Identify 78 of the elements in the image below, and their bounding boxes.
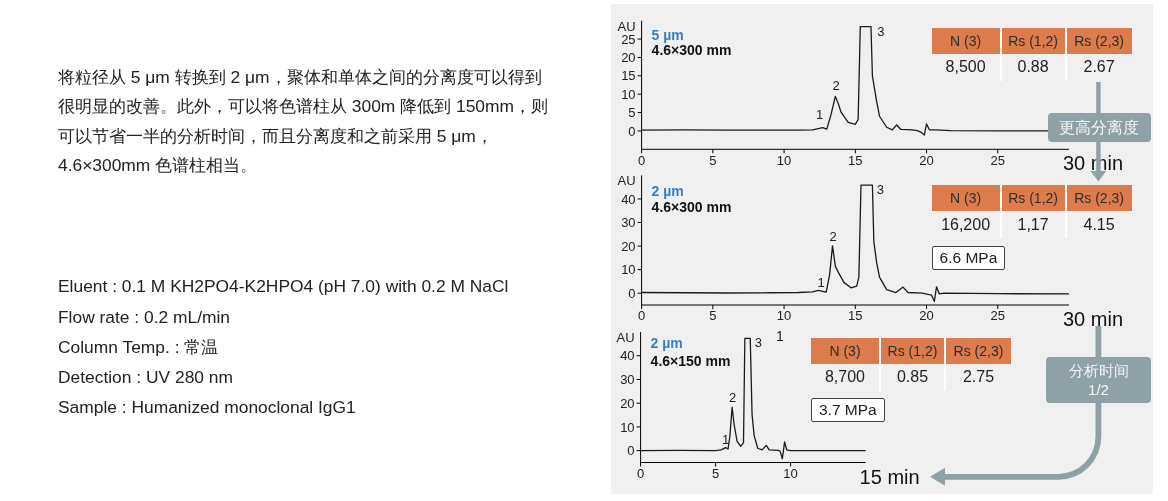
y-tick-label: 10 [621,262,636,278]
annotation: Rs (1,2) [1008,32,1058,49]
text: Rs (1,2) [887,342,938,359]
y-tick-label: 40 [621,191,636,207]
y-axis-title: AU [617,173,636,189]
y-tick-label: 0 [627,443,635,459]
annotation: 3.7 MPa [811,398,885,422]
text: Sample : Humanized monoclonal IgG1 [58,395,357,419]
x-axis-title: 15 min [859,465,920,488]
annotation: 1 [722,431,730,447]
text: Rs (2,3) [1074,32,1124,49]
text: 4.6×300 mm [651,199,732,215]
x-tick-label: 10 [783,465,798,481]
annotation: 3 [754,334,762,350]
text: 4.15 [1083,215,1115,234]
annotation: 1 [815,106,824,122]
x-tick-label: 10 [776,308,792,324]
annotation: 8,500 [945,58,986,77]
annotation: Rs (1,2) [1008,190,1058,207]
text: 0.85 [896,368,929,386]
x-tick-label: 5 [711,465,720,481]
y-tick-label: 30 [621,215,636,231]
annotation: 6.6 MPa [931,245,1006,270]
y-tick-label: 20 [620,395,635,411]
label-box: 分析时间 1/2 [1046,357,1151,403]
text: 2.75 [962,368,995,386]
x-tick-label: 25 [990,308,1005,324]
text: 5 µm [651,27,684,44]
x-tick-label: 20 [919,308,934,324]
x-tick-label: 20 [919,152,934,168]
annotation: N (3) [950,32,982,49]
annotation: N (3) [829,342,861,359]
text: 将粒径从 5 μm 转换到 2 μm，聚体和单体之间的分离度可以得到很明显的改善。此外，可以将色谱柱从 300m 降低到 150mm，则可以节省一半的分析时间，而且分离度和之前采用 5 μm，4.6×300mm 色谱柱相当。 [58,65,549,177]
annotation: N (3) [950,190,982,207]
text: 2 µm [651,183,684,200]
text: Rs (2,3) [1074,190,1124,207]
text: Column Temp. : 常温 [58,335,220,359]
text: 4.6×300 mm [651,42,732,59]
annotation: 8,700 [824,368,866,386]
text: Detection : UV 280 nm [58,365,234,389]
x-tick-label: 15 [848,152,863,168]
y-axis-title: AU [617,18,636,34]
annotation: 2 [829,228,837,244]
y-tick-label: 25 [621,31,636,47]
x-tick-label: 25 [990,152,1005,168]
y-tick-label: 40 [620,348,635,364]
y-axis-title: AU [616,330,635,345]
x-tick-label: 5 [709,152,717,168]
annotation: 2 [832,77,840,93]
annotation: 1 [776,328,785,344]
x-tick-label: 15 [848,308,863,324]
text: 4.6×150 mm [650,352,731,369]
x-tick-label: 5 [709,308,717,324]
y-tick-label: 15 [621,68,636,84]
chart-title: 2 µm [650,335,683,351]
y-tick-label: 20 [621,50,636,66]
annotation: 3 [876,181,885,197]
x-tick-label: 10 [776,152,792,168]
y-tick-label: 0 [628,285,636,301]
y-tick-label: 20 [621,238,636,254]
text: Rs (2,3) [953,342,1004,359]
y-tick-label: 10 [620,419,635,435]
annotation: 0.88 [1017,58,1049,77]
text: Eluent : 0.1 M KH2PO4-K2HPO4 (pH 7.0) with 0.2 M NaCl [58,275,509,299]
annotation: 更高分离度 [1059,117,1140,137]
annotation: 16,200 [941,215,991,234]
annotation: 1,17 [1017,215,1049,234]
x-axis-title: 30 min [1063,308,1124,330]
text: Flow rate : 0.2 mL/min [58,305,232,329]
label-box: 更高分离度 [1047,112,1152,142]
y-tick-label: 0 [628,123,636,139]
y-tick-label: 10 [621,86,636,102]
text: 2.67 [1083,58,1115,77]
y-tick-label: 30 [620,372,635,388]
y-tick-label: 5 [628,105,636,121]
annotation: 2 [728,389,737,405]
annotation: 1 [817,274,825,290]
annotation: 3 [877,23,885,39]
